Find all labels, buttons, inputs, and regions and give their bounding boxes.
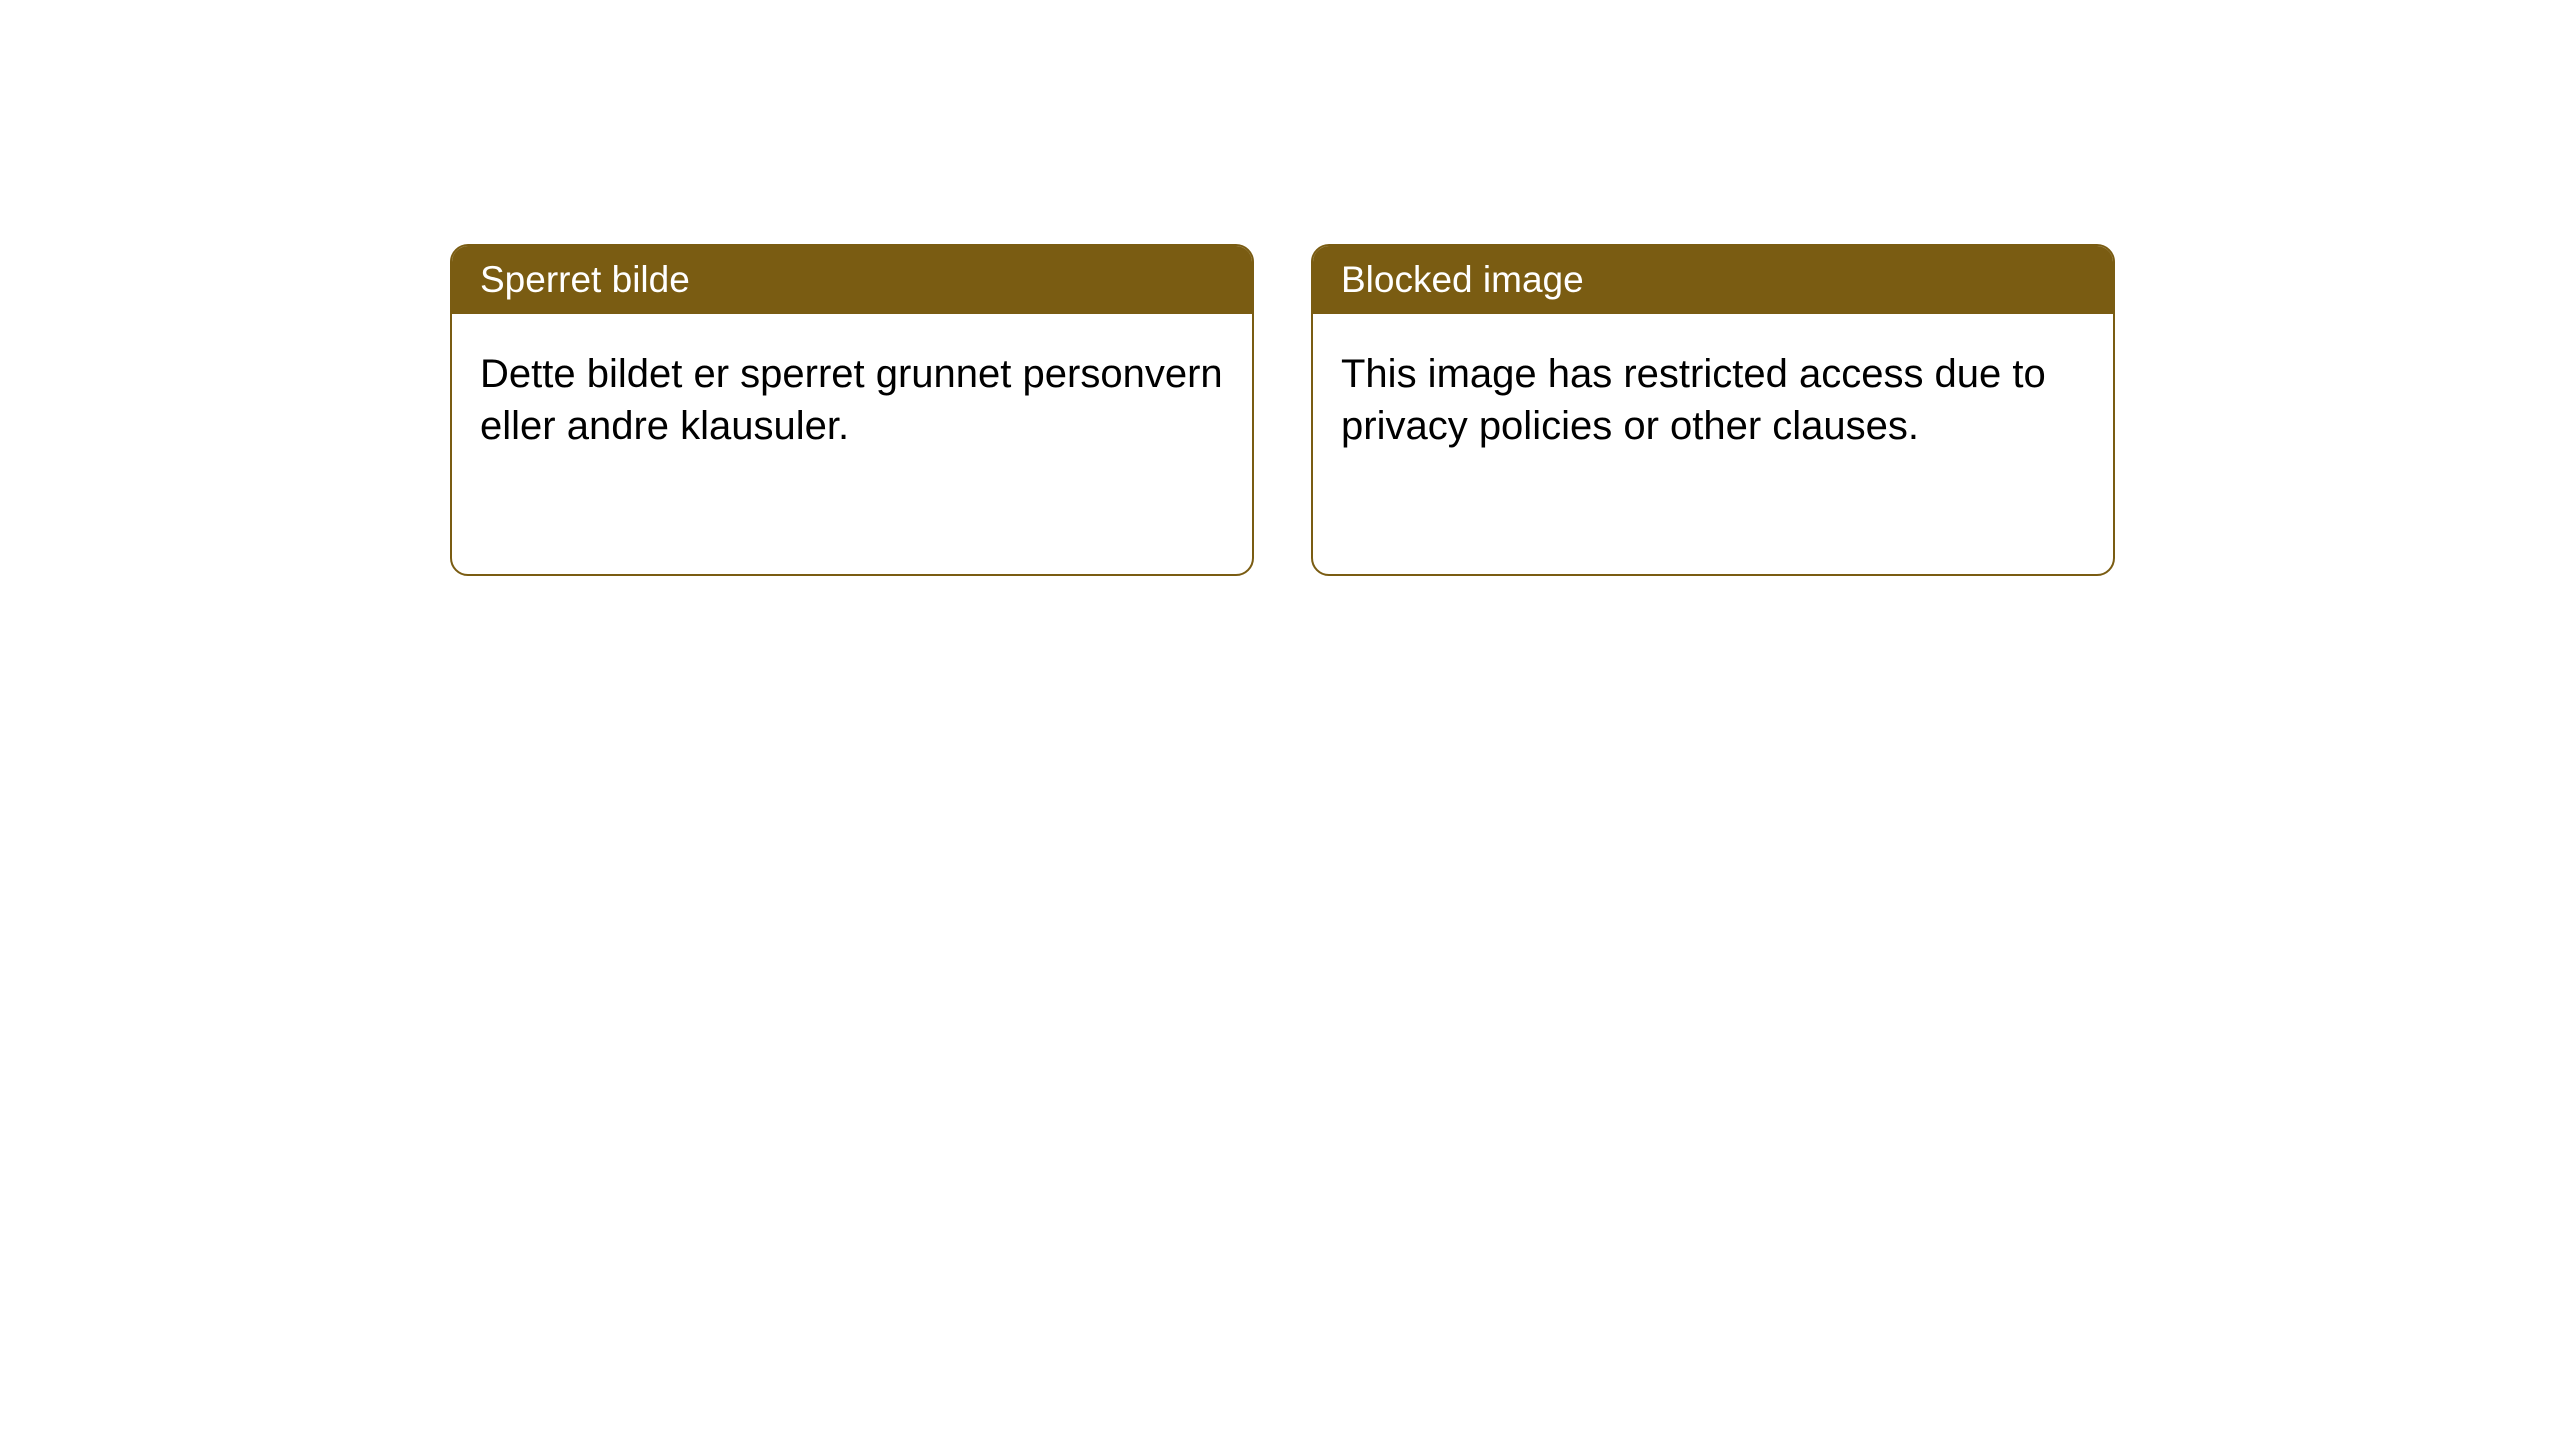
- card-body-text: Dette bildet er sperret grunnet personve…: [480, 352, 1223, 448]
- card-body: Dette bildet er sperret grunnet personve…: [452, 314, 1252, 574]
- card-header: Blocked image: [1313, 246, 2113, 314]
- notice-card-norwegian: Sperret bilde Dette bildet er sperret gr…: [450, 244, 1254, 576]
- card-title: Sperret bilde: [480, 259, 690, 300]
- notice-container: Sperret bilde Dette bildet er sperret gr…: [450, 244, 2115, 576]
- card-body-text: This image has restricted access due to …: [1341, 352, 2046, 448]
- notice-card-english: Blocked image This image has restricted …: [1311, 244, 2115, 576]
- card-header: Sperret bilde: [452, 246, 1252, 314]
- card-title: Blocked image: [1341, 259, 1584, 300]
- card-body: This image has restricted access due to …: [1313, 314, 2113, 574]
